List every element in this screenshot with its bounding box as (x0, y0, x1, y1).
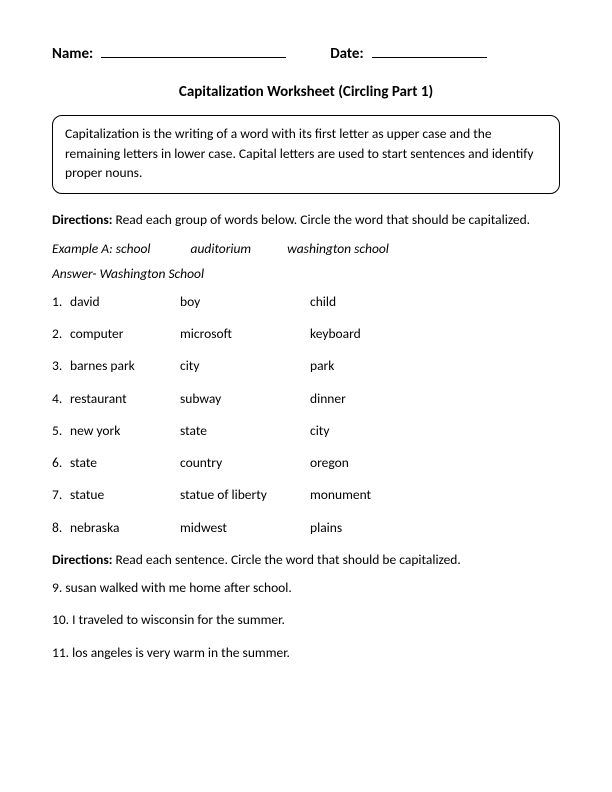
answer-label: Answer- (52, 265, 100, 282)
sentence-text: I traveled to wisconsin for the summer. (72, 611, 285, 628)
sentence-row: 11. los angeles is very warm in the summ… (52, 643, 560, 663)
item-word: state (70, 453, 180, 473)
item-word: park (310, 356, 334, 376)
item-row: 1. david boy child (52, 292, 560, 312)
item-number: 5. (52, 421, 70, 441)
item-row: 8. nebraska midwest plains (52, 518, 560, 538)
item-word: boy (180, 292, 310, 312)
sentence-text: susan walked with me home after school. (65, 579, 291, 596)
directions-2-label: Directions: (52, 551, 112, 568)
item-number: 9. (52, 579, 62, 596)
item-number: 2. (52, 324, 70, 344)
word-items: 1. david boy child 2. computer microsoft… (52, 292, 560, 538)
item-word: city (180, 356, 310, 376)
item-number: 4. (52, 389, 70, 409)
item-number: 3. (52, 356, 70, 376)
item-row: 4. restaurant subway dinner (52, 389, 560, 409)
item-word: microsoft (180, 324, 310, 344)
item-number: 11. (52, 644, 69, 661)
item-number: 1. (52, 292, 70, 312)
name-blank[interactable] (101, 44, 286, 58)
example-word-2: auditorium (191, 240, 252, 257)
item-word: statue of liberty (180, 485, 310, 505)
answer-text: Washington School (100, 265, 205, 282)
info-box: Capitalization is the writing of a word … (52, 115, 560, 194)
item-word: state (180, 421, 310, 441)
item-word: midwest (180, 518, 310, 538)
directions-1-text: Read each group of words below. Circle t… (112, 211, 530, 228)
item-word: david (70, 292, 180, 312)
directions-2-text: Read each sentence. Circle the word that… (112, 551, 460, 568)
item-number: 6. (52, 453, 70, 473)
item-word: nebraska (70, 518, 180, 538)
date-blank[interactable] (372, 44, 487, 58)
sentence-text: los angeles is very warm in the summer. (72, 644, 290, 661)
header-row: Name: Date: (52, 44, 560, 63)
example-word-1: school (116, 240, 151, 257)
item-word: city (310, 421, 329, 441)
directions-2: Directions: Read each sentence. Circle t… (52, 550, 560, 570)
item-word: child (310, 292, 336, 312)
sentence-items: 9. susan walked with me home after schoo… (52, 578, 560, 663)
directions-1-label: Directions: (52, 211, 112, 228)
item-word: country (180, 453, 310, 473)
item-row: 6. state country oregon (52, 453, 560, 473)
item-word: dinner (310, 389, 346, 409)
item-row: 7. statue statue of liberty monument (52, 485, 560, 505)
worksheet-title: Capitalization Worksheet (Circling Part … (52, 83, 560, 101)
name-label: Name: (52, 45, 93, 63)
sentence-row: 10. I traveled to wisconsin for the summ… (52, 610, 560, 630)
sentence-row: 9. susan walked with me home after schoo… (52, 578, 560, 598)
item-word: monument (310, 485, 371, 505)
item-number: 7. (52, 485, 70, 505)
item-word: restaurant (70, 389, 180, 409)
item-word: computer (70, 324, 180, 344)
item-word: new york (70, 421, 180, 441)
item-number: 10. (52, 611, 69, 628)
worksheet-page: Name: Date: Capitalization Worksheet (Ci… (0, 0, 612, 792)
example-label: Example A: (52, 240, 116, 257)
item-row: 2. computer microsoft keyboard (52, 324, 560, 344)
item-word: plains (310, 518, 342, 538)
item-word: subway (180, 389, 310, 409)
example-word-3: washington school (287, 240, 389, 257)
item-word: barnes park (70, 356, 180, 376)
directions-1: Directions: Read each group of words bel… (52, 210, 560, 230)
answer-row: Answer- Washington School (52, 265, 560, 282)
item-row: 5. new york state city (52, 421, 560, 441)
item-word: oregon (310, 453, 349, 473)
example-row: Example A: school auditorium washington sc… (52, 238, 560, 261)
date-label: Date: (330, 45, 363, 63)
item-word: keyboard (310, 324, 361, 344)
item-word: statue (70, 485, 180, 505)
item-number: 8. (52, 518, 70, 538)
item-row: 3. barnes park city park (52, 356, 560, 376)
